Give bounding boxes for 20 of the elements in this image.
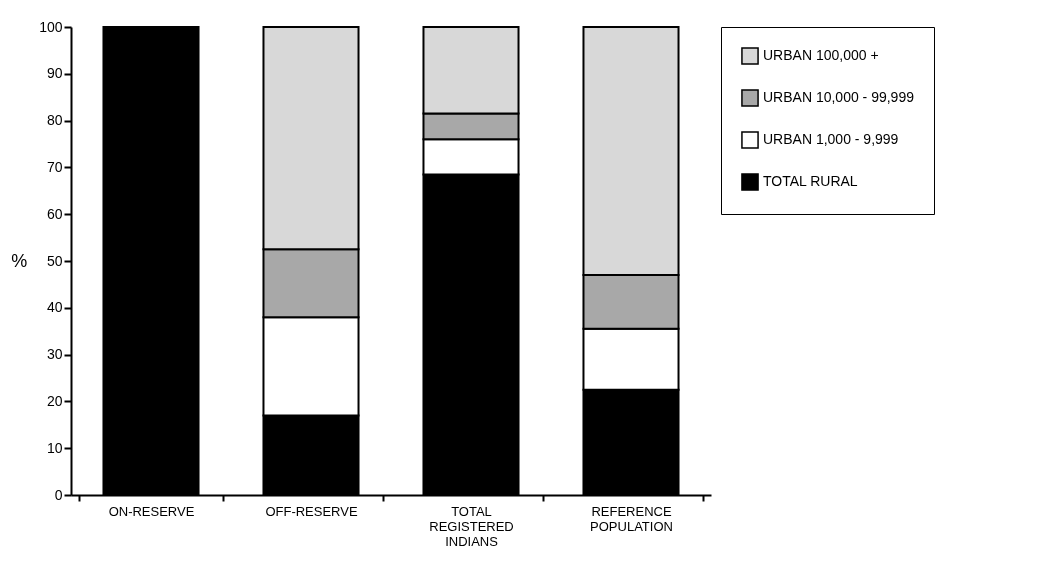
- legend-label: URBAN 10,000 - 99,999: [763, 89, 915, 105]
- y-axis-title: %: [11, 250, 28, 271]
- y-tick-label: 30: [46, 346, 63, 363]
- y-tick-label: 50: [46, 252, 63, 269]
- y-tick-label: 20: [46, 392, 63, 409]
- x-tick-label: ON-RESERVE: [108, 503, 195, 519]
- y-tick-label: 80: [46, 112, 63, 129]
- y-tick-label: 90: [46, 65, 63, 82]
- legend-label: TOTAL RURAL: [763, 173, 858, 189]
- y-tick-label: 0: [54, 486, 63, 503]
- legend-label: URBAN 1,000 - 9,999: [763, 131, 899, 147]
- y-tick-label: 70: [46, 158, 63, 175]
- y-tick-label: 10: [46, 439, 63, 456]
- legend-label: URBAN 100,000 +: [763, 47, 879, 63]
- x-tick-label: OFF-RESERVE: [265, 503, 358, 519]
- x-tick-label: TOTAL REGISTERED INDIANS: [429, 503, 514, 549]
- x-tick-label: REFERENCE POPULATION: [590, 503, 673, 534]
- y-tick-label: 100: [39, 18, 63, 35]
- y-tick-label: 60: [46, 205, 63, 222]
- y-tick-label: 40: [46, 299, 63, 316]
